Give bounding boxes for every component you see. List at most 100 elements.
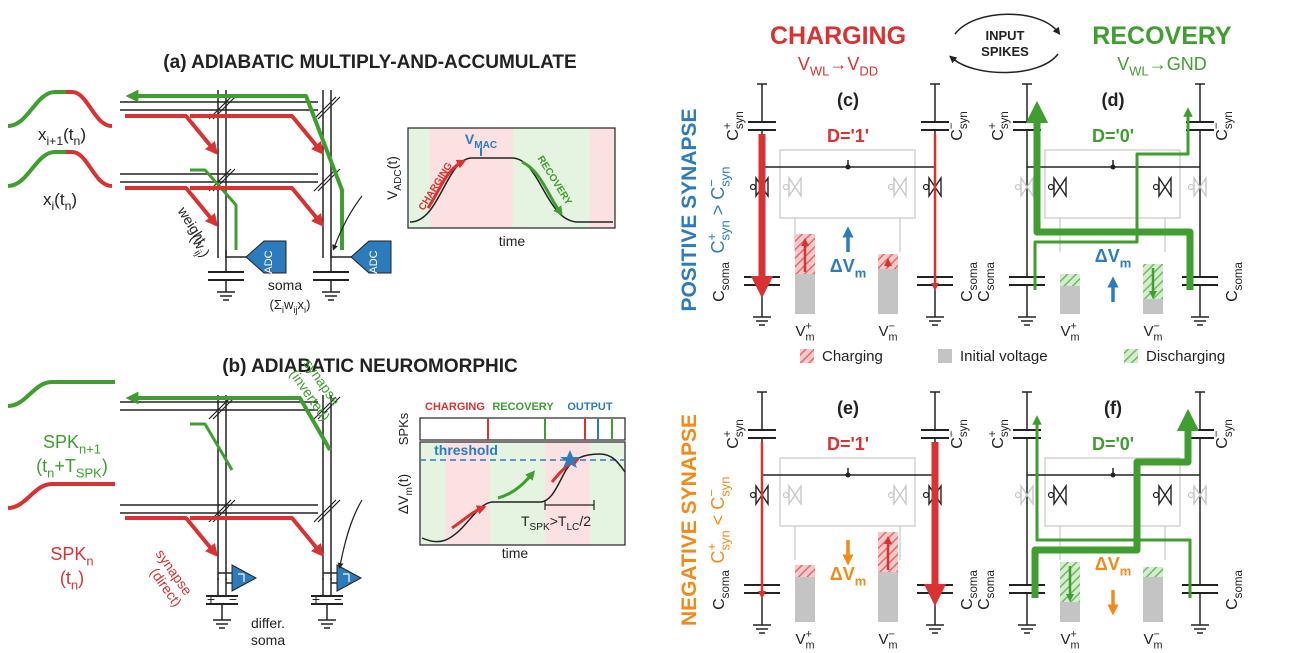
cap-label: C−syn <box>1211 419 1235 449</box>
subscript: m <box>404 487 415 495</box>
label-text: SPK <box>50 544 86 564</box>
row-title: POSITIVE SYNAPSE <box>678 108 701 311</box>
superscript: + <box>805 320 811 332</box>
cycle-label: SPIKES <box>981 44 1029 59</box>
transistor <box>789 178 801 196</box>
label-text: C <box>725 437 742 449</box>
terminal-sign: − <box>334 591 342 607</box>
superscript: − <box>888 628 894 640</box>
input-wave <box>8 92 66 126</box>
input-wave <box>66 152 112 186</box>
adc-label: ADC <box>368 250 380 273</box>
transistor-gate <box>784 185 789 190</box>
subscript: WL <box>1129 63 1148 78</box>
subscript: SPK <box>530 522 550 533</box>
adc-label: ADC <box>263 250 275 273</box>
cap-label: C−syn <box>946 111 970 141</box>
transistor-gate <box>751 185 756 190</box>
superscript: − <box>1153 320 1159 332</box>
label-text: V <box>798 54 810 74</box>
crosspoint <box>209 397 231 419</box>
legend-label: Charging <box>822 348 883 365</box>
transistor-gate <box>889 493 894 498</box>
subscript: syn <box>1223 419 1235 437</box>
label-text: ) <box>306 297 310 312</box>
label-text: (t <box>54 190 65 209</box>
label-text: V <box>795 631 805 648</box>
label-text: +T <box>54 456 76 476</box>
subscript: MAC <box>474 140 497 151</box>
input-label: SPKn+1 <box>43 432 101 456</box>
input-label: (tn+TSPK) <box>36 456 108 480</box>
panel-title: (b) ADIABATIC NEUROMORPHIC <box>222 356 518 377</box>
legend-swatch <box>938 349 952 363</box>
label-text: >T <box>550 513 567 529</box>
label-text: ΔV <box>395 495 411 514</box>
transistor-gate <box>1154 185 1159 190</box>
subscript: m <box>889 640 898 652</box>
superscript: − <box>946 430 958 437</box>
subscript: m <box>1154 640 1163 652</box>
label-text: V <box>1117 54 1129 74</box>
phase-rule: VWL→GND <box>1117 54 1206 78</box>
label-text: V <box>795 323 805 340</box>
label-text: ΔV <box>830 564 855 584</box>
voltage-label: V−m <box>878 320 897 343</box>
row-condition: C+syn > C−syn <box>704 167 733 254</box>
panel-tag: (c) <box>837 90 859 110</box>
label-text: ) <box>102 456 108 476</box>
superscript: + <box>722 122 734 129</box>
axis-label: SPKs <box>396 412 411 445</box>
voltage-label: V+m <box>795 628 814 651</box>
spike-row <box>420 418 625 440</box>
label-text: (Σ <box>270 297 282 312</box>
legend-swatch <box>800 349 814 363</box>
figure: (a) ADIABATIC MULTIPLY-AND-ACCUMULATExi+… <box>0 0 1291 653</box>
cap-label: C+syn <box>722 111 746 141</box>
input-wave <box>8 484 115 508</box>
transistor-gate <box>1154 493 1159 498</box>
cap-label: C−syn <box>946 419 970 449</box>
transistor-gate <box>1189 493 1194 498</box>
subscript: LC <box>566 522 579 533</box>
superscript: + <box>722 430 734 437</box>
superscript: − <box>1211 122 1223 129</box>
label-text: C <box>725 129 742 141</box>
label-text: ΔV <box>1095 246 1120 266</box>
subscript: syn <box>717 167 732 187</box>
subscript: m <box>1154 332 1163 344</box>
cap-label: C+syn <box>987 111 1011 141</box>
input-label: (tn) <box>60 568 84 592</box>
transistor <box>894 178 906 196</box>
crosspoint <box>318 500 340 522</box>
subscript: n <box>86 553 93 568</box>
input-label: xi(tn) <box>43 190 77 213</box>
subscript: SPK <box>76 465 102 480</box>
current-arrow <box>125 188 214 222</box>
input-label: SPKn <box>50 544 93 568</box>
cap-label: Csoma <box>711 570 732 610</box>
subscript: WL <box>810 63 829 78</box>
delta-v-label: ΔVm <box>830 564 866 588</box>
superscript: + <box>987 122 999 129</box>
crosspoint <box>318 97 340 119</box>
subscript: m <box>1071 640 1080 652</box>
cap-label: Csoma <box>1224 570 1245 610</box>
voltage-label: V−m <box>1143 320 1162 343</box>
label-text: V <box>1143 631 1153 648</box>
label-text: SPK <box>43 432 79 452</box>
legend-swatch <box>1124 349 1138 363</box>
label-text: C <box>708 550 728 563</box>
input-wave <box>8 382 115 406</box>
label-text: C <box>708 240 728 253</box>
phase-label: CHARGING <box>425 401 485 413</box>
transistor <box>1159 178 1171 196</box>
subscript: m <box>855 573 867 588</box>
cap-label: Csoma <box>1224 262 1245 302</box>
superscript: + <box>1070 628 1076 640</box>
cap-label: Csoma <box>711 262 732 302</box>
axis-label: ΔVm(t) <box>395 474 415 514</box>
row-condition: C+syn < C−syn <box>704 477 733 564</box>
axis-label: time <box>499 233 526 249</box>
phase-title: CHARGING <box>770 22 906 50</box>
